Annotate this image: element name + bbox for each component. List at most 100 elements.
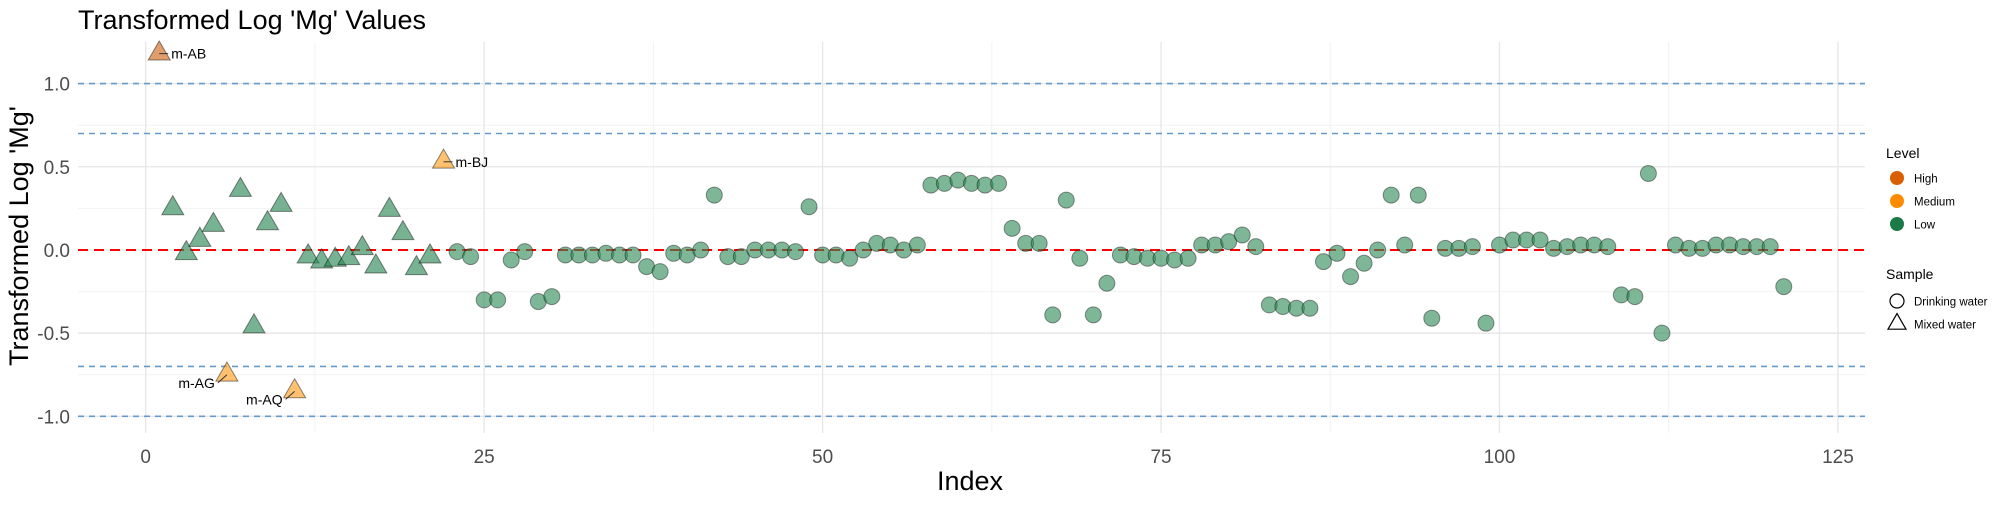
data-points: [147, 39, 1793, 399]
legend-level-key: [1890, 217, 1904, 231]
data-point-triangle: [431, 148, 456, 169]
x-tick-label: 0: [140, 447, 151, 468]
data-point-triangle: [391, 219, 415, 241]
data-point-triangle: [228, 176, 253, 197]
data-point-circle: [800, 198, 818, 216]
data-point-circle: [1599, 238, 1617, 256]
y-tick-label: -0.5: [37, 324, 70, 345]
data-point-circle: [1057, 191, 1075, 209]
data-point-circle: [1396, 236, 1414, 254]
legend-level-label: High: [1914, 174, 1938, 186]
y-tick-label: -1.0: [37, 407, 70, 428]
legend-sample-label: Drinking water: [1914, 297, 1988, 309]
y-axis-title: Transformed Log 'Mg': [4, 106, 34, 366]
data-point-circle: [1423, 309, 1441, 327]
data-point-circle: [732, 248, 750, 266]
x-tick-label: 25: [474, 447, 495, 468]
data-point-circle: [516, 243, 534, 261]
data-point-circle: [705, 186, 723, 204]
data-point-circle: [502, 251, 520, 269]
y-tick-label: 0.0: [44, 241, 70, 262]
point-label: m-AQ: [246, 391, 283, 407]
data-point-circle: [1626, 288, 1644, 306]
data-point-circle: [1220, 233, 1238, 251]
data-point-triangle: [255, 209, 280, 231]
data-point-circle: [1071, 249, 1089, 267]
legend-sample-title: Sample: [1886, 266, 1934, 282]
data-point-circle: [841, 249, 859, 267]
data-point-circle: [1179, 249, 1197, 267]
data-point-circle: [543, 288, 561, 306]
data-point-circle: [624, 246, 642, 264]
data-point-circle: [1030, 234, 1048, 252]
data-point-circle: [1098, 274, 1116, 292]
data-point-triangle: [215, 361, 239, 382]
legend-level-label: Medium: [1914, 197, 1955, 209]
point-label: m-AG: [178, 375, 215, 391]
legend-level-key: [1890, 171, 1904, 185]
x-tick-label: 100: [1484, 447, 1516, 468]
data-point-triangle: [242, 312, 266, 334]
data-point-triangle: [269, 191, 293, 212]
data-point-circle: [1463, 238, 1481, 256]
legend-sample-key: [1889, 293, 1905, 309]
y-tick-label: 1.0: [44, 75, 70, 96]
data-point-circle: [990, 174, 1008, 192]
data-point-circle: [1477, 314, 1495, 332]
data-point-circle: [1761, 238, 1779, 256]
data-point-circle: [489, 291, 507, 309]
data-point-circle: [1044, 306, 1062, 324]
data-point-circle: [854, 241, 872, 259]
data-point-triangle: [363, 252, 388, 274]
data-point-circle: [1775, 278, 1793, 296]
data-point-triangle: [404, 254, 429, 276]
y-tick-label: 0.5: [44, 158, 70, 179]
data-point-triangle: [282, 377, 307, 399]
data-point-circle: [1639, 164, 1657, 182]
data-point-circle: [1531, 231, 1549, 249]
data-point-triangle: [147, 39, 172, 61]
data-point-triangle: [377, 196, 402, 217]
legend-sample-label: Mixed water: [1914, 320, 1976, 332]
chart-title: Transformed Log 'Mg' Values: [78, 5, 426, 35]
point-label: m-AB: [171, 46, 206, 62]
point-label: m-BJ: [456, 154, 489, 170]
point-annotations: m-AB m-AG m-AQ m-BJ: [159, 46, 489, 407]
data-point-circle: [787, 243, 805, 261]
data-point-circle: [1247, 238, 1265, 256]
data-point-triangle: [336, 244, 361, 266]
data-point-triangle: [160, 194, 185, 216]
data-point-triangle: [201, 211, 226, 232]
axis-ticks: 0 25 50 75 100 125 -1.0 -0.5 0.0 0.5 1.0: [37, 75, 1854, 468]
data-point-circle: [1328, 244, 1346, 262]
data-point-circle: [692, 241, 710, 259]
data-point-triangle: [187, 226, 212, 247]
data-point-circle: [1084, 306, 1102, 324]
legend-level-title: Level: [1886, 145, 1919, 161]
legend-level-label: Low: [1914, 220, 1936, 232]
data-point-circle: [651, 263, 669, 281]
legend: Level High Medium Low Sample Drinking water Mi…: [1886, 145, 1988, 332]
data-point-circle: [1355, 254, 1373, 272]
annotation-leader: [285, 391, 295, 400]
x-tick-label: 75: [1150, 447, 1171, 468]
data-point-triangle: [418, 242, 442, 264]
data-point-triangle: [296, 242, 321, 264]
data-point-circle: [1409, 186, 1427, 204]
legend-sample-key: [1886, 312, 1908, 330]
data-point-circle: [1342, 268, 1360, 286]
x-axis-title: Index: [937, 466, 1004, 496]
data-point-circle: [1233, 226, 1251, 244]
data-point-triangle: [350, 234, 375, 256]
data-point-circle: [1003, 219, 1021, 237]
data-point-triangle: [174, 239, 199, 261]
data-point-circle: [1314, 253, 1332, 271]
data-point-circle: [462, 248, 480, 266]
data-point-circle: [1653, 324, 1671, 342]
legend-level-key: [1890, 194, 1904, 208]
x-tick-label: 50: [812, 447, 833, 468]
annotation-leader: [217, 374, 228, 384]
data-point-circle: [908, 236, 926, 254]
